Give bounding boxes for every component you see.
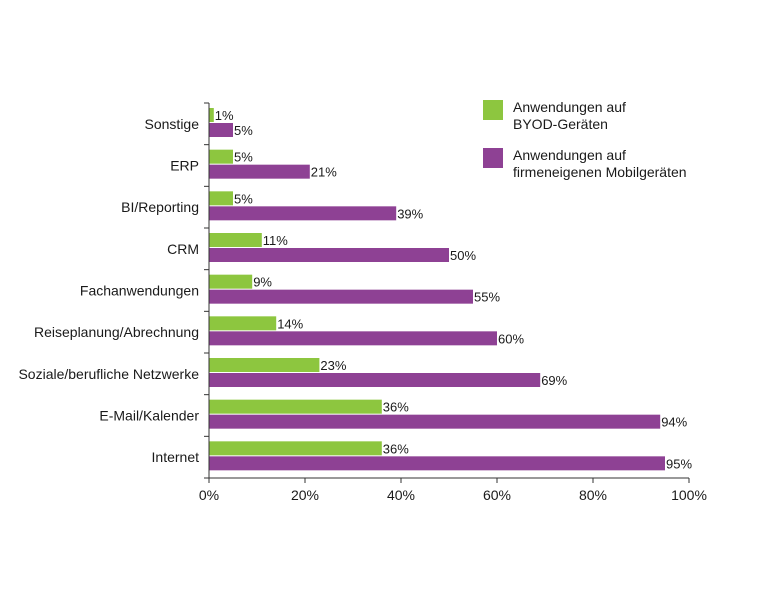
data-label: 95% — [666, 456, 692, 471]
bar-company-device — [209, 248, 449, 262]
legend-swatch — [483, 148, 503, 168]
data-label: 55% — [474, 290, 500, 305]
legend-label: Anwendungen auf BYOD-Geräten — [513, 99, 626, 132]
bar-company-device — [209, 123, 233, 137]
bar-company-device — [209, 164, 310, 179]
data-label: 23% — [320, 358, 346, 373]
bar-company-device — [209, 331, 497, 346]
bar-company-device — [209, 206, 397, 221]
category-label: BI/Reporting — [121, 199, 199, 215]
bar-company-device — [209, 456, 665, 471]
legend-label: Anwendungen auf firmeneigenen Mobilgeräte… — [513, 147, 687, 180]
data-label: 21% — [311, 165, 337, 180]
category-label: E-Mail/Kalender — [99, 408, 199, 424]
data-label: 5% — [234, 191, 253, 206]
data-label: 39% — [397, 206, 423, 221]
data-label: 5% — [234, 150, 253, 165]
category-label: Reiseplanung/Abrechnung — [34, 324, 199, 340]
bar-byod — [209, 191, 233, 206]
data-label: 9% — [253, 275, 272, 290]
data-label: 50% — [450, 248, 476, 263]
bar-byod — [209, 316, 277, 331]
bar-byod — [209, 108, 214, 122]
x-tick-label: 20% — [291, 487, 319, 503]
category-label: Soziale/berufliche Netzwerke — [18, 366, 199, 382]
data-label: 36% — [383, 400, 409, 415]
x-tick-label: 60% — [483, 487, 511, 503]
bar-byod — [209, 399, 382, 414]
x-axis: 0% 20% 40% 60% 80% 100% — [199, 102, 707, 503]
data-label: 69% — [541, 373, 567, 388]
bar-company-device — [209, 373, 541, 387]
category-label: Fachanwendungen — [80, 283, 199, 299]
bar-company-device — [209, 289, 473, 304]
data-label: 11% — [263, 233, 288, 248]
bar-byod — [209, 358, 320, 372]
data-label: 14% — [277, 316, 303, 331]
bars: 1%5%5%21%5%39%11%50%9%55%14%60%23%69%36%… — [209, 108, 692, 471]
category-label: Sonstige — [145, 116, 200, 132]
bar-company-device — [209, 414, 661, 429]
category-label: Internet — [152, 449, 200, 465]
data-label: 5% — [234, 123, 253, 138]
data-label: 94% — [661, 415, 687, 430]
bar-byod — [209, 274, 253, 289]
bar-byod — [209, 233, 262, 247]
data-label: 36% — [383, 441, 409, 456]
bar-byod — [209, 149, 233, 164]
x-tick-label: 100% — [671, 487, 707, 503]
x-tick-label: 40% — [387, 487, 415, 503]
data-label: 60% — [498, 331, 524, 346]
category-label: CRM — [167, 241, 199, 257]
bar-byod — [209, 441, 382, 456]
category-labels: Sonstige ERP BI/Reporting CRM Fachanwendunge… — [18, 116, 199, 465]
x-tick-label: 80% — [579, 487, 607, 503]
legend-swatch — [483, 100, 503, 120]
legend: Anwendungen auf BYOD-Geräten Anwendungen a… — [483, 99, 687, 180]
category-label: ERP — [170, 158, 199, 174]
x-tick-label: 0% — [199, 487, 219, 503]
data-label: 1% — [215, 108, 234, 123]
